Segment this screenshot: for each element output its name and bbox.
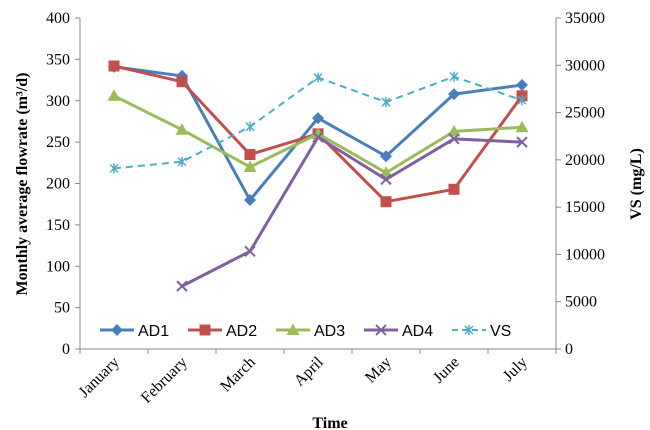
data-point bbox=[381, 97, 391, 108]
x-axis-ticks: January February March April May June July bbox=[76, 349, 557, 407]
y2-tick-label: 25000 bbox=[565, 105, 605, 122]
right-axis-ticks: 0 5000 10000 15000 20000 25000 30000 35000 bbox=[556, 10, 605, 358]
y2-tick-label: 10000 bbox=[565, 246, 605, 263]
series-ad3 bbox=[107, 89, 529, 178]
legend-item-ad4: AD4 bbox=[364, 323, 433, 340]
legend-marker bbox=[111, 324, 123, 336]
y2-tick-label: 5000 bbox=[565, 294, 597, 311]
data-point bbox=[516, 136, 528, 148]
data-point bbox=[175, 123, 189, 135]
legend-marker bbox=[199, 324, 211, 336]
y2-tick-label: 0 bbox=[565, 341, 573, 358]
legend-marker bbox=[286, 323, 300, 335]
y2-axis-title: VS (mg/L) bbox=[628, 148, 645, 220]
data-point bbox=[517, 95, 527, 106]
y2-tick-label: 30000 bbox=[565, 57, 605, 74]
x-tick-label: February bbox=[138, 354, 191, 407]
x-tick-label: June bbox=[430, 354, 463, 387]
x-tick-label: March bbox=[217, 354, 259, 396]
data-point bbox=[448, 183, 460, 195]
data-point bbox=[515, 120, 529, 133]
data-point bbox=[448, 88, 460, 101]
y2-tick-label: 20000 bbox=[565, 152, 605, 169]
y-axis-title: Monthly average flowrate (m³/d) bbox=[14, 73, 31, 296]
data-point bbox=[447, 124, 461, 137]
left-axis-ticks: 0 50 100 150 200 250 300 350 400 bbox=[46, 10, 80, 358]
legend-label: AD3 bbox=[314, 323, 345, 340]
legend-marker bbox=[375, 324, 387, 336]
series-line bbox=[181, 135, 523, 288]
series-vs bbox=[109, 71, 527, 174]
data-point bbox=[244, 245, 256, 258]
data-point bbox=[516, 79, 528, 92]
data-point bbox=[380, 173, 392, 186]
data-point bbox=[109, 163, 119, 174]
data-point bbox=[243, 160, 257, 172]
y-tick-label: 400 bbox=[46, 10, 70, 27]
data-point bbox=[177, 156, 187, 167]
x-tick-label: January bbox=[76, 354, 123, 401]
data-point bbox=[313, 72, 323, 83]
legend-item-ad1: AD1 bbox=[100, 323, 169, 340]
data-point bbox=[380, 196, 392, 208]
y2-tick-label: 35000 bbox=[565, 10, 605, 27]
data-point bbox=[176, 280, 188, 292]
legend-item-vs: VS bbox=[452, 323, 511, 340]
y-tick-label: 50 bbox=[54, 300, 70, 317]
data-point bbox=[448, 133, 460, 145]
y-tick-label: 150 bbox=[46, 217, 70, 234]
series-ad4 bbox=[176, 131, 528, 292]
data-point bbox=[107, 89, 121, 101]
legend-item-ad2: AD2 bbox=[188, 323, 257, 340]
legend-label: AD2 bbox=[226, 323, 257, 340]
data-point bbox=[244, 149, 256, 161]
data-point bbox=[176, 76, 188, 88]
data-point bbox=[312, 112, 324, 125]
y-tick-label: 300 bbox=[46, 93, 70, 110]
data-point bbox=[311, 127, 325, 139]
x-tick-label: April bbox=[291, 353, 327, 389]
y-tick-label: 0 bbox=[62, 341, 70, 358]
data-point bbox=[380, 150, 392, 163]
x-axis-title: Time bbox=[312, 415, 347, 430]
data-point bbox=[244, 194, 256, 207]
data-point bbox=[312, 131, 324, 143]
legend-item-ad3: AD3 bbox=[276, 323, 345, 340]
legend-marker bbox=[464, 325, 474, 335]
y-tick-label: 200 bbox=[46, 176, 70, 193]
legend-label: AD4 bbox=[402, 323, 433, 340]
x-tick-label: July bbox=[500, 354, 531, 385]
legend: AD1 AD2 AD3 AD4 VS bbox=[100, 323, 511, 340]
x-tick-label: May bbox=[362, 354, 395, 387]
y-tick-label: 350 bbox=[46, 51, 70, 68]
legend-label: AD1 bbox=[138, 323, 169, 340]
data-point bbox=[449, 71, 459, 82]
legend-label: VS bbox=[490, 323, 511, 340]
data-point bbox=[108, 60, 120, 72]
y-tick-label: 250 bbox=[46, 134, 70, 151]
series-layer bbox=[107, 60, 529, 292]
data-point bbox=[245, 121, 255, 132]
y2-tick-label: 15000 bbox=[565, 199, 605, 216]
plot-frame bbox=[79, 18, 557, 350]
y-tick-label: 100 bbox=[46, 258, 70, 275]
